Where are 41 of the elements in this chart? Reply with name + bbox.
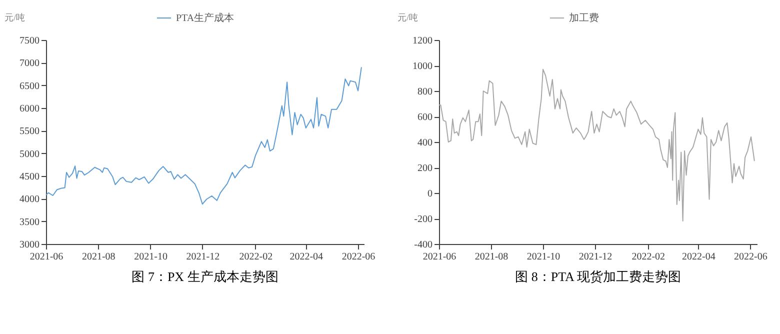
y-tick-label: 7500 bbox=[20, 36, 40, 46]
y-axis-title: 元/吨 bbox=[4, 12, 26, 22]
y-tick-label: 6500 bbox=[20, 80, 40, 92]
y-tick-label: 0 bbox=[428, 188, 432, 200]
y-tick-label: 5500 bbox=[20, 126, 40, 138]
x-tick-label: 2021-08 bbox=[82, 252, 116, 262]
line-series bbox=[438, 68, 755, 222]
x-tick-label: 2021-06 bbox=[422, 252, 456, 262]
line-series bbox=[46, 66, 362, 205]
legend-label: 加工费 bbox=[569, 12, 599, 24]
y-tick-label: 4000 bbox=[20, 194, 40, 206]
y-tick-label: 5000 bbox=[20, 148, 40, 160]
y-tick-label: 7000 bbox=[20, 58, 40, 70]
legend-label: PTA生产成本 bbox=[176, 12, 234, 24]
x-tick-label: 2022-02 bbox=[239, 252, 273, 262]
x-tick-label: 2021-10 bbox=[526, 252, 560, 262]
y-axis-title: 元/吨 bbox=[398, 12, 418, 22]
y-tick-label: 3000 bbox=[20, 240, 40, 250]
y-tick-label: 3500 bbox=[20, 216, 40, 228]
x-tick-label: 2022-04 bbox=[290, 252, 324, 262]
x-tick-label: 2021-12 bbox=[186, 252, 220, 262]
text: 图 8：PTA 现货加工费走势图 bbox=[515, 269, 681, 284]
y-tick-label: -200 bbox=[414, 214, 432, 225]
x-tick-label: 2021-06 bbox=[30, 252, 64, 262]
y-tick-label: 800 bbox=[418, 86, 432, 98]
y-tick-label: 400 bbox=[418, 138, 432, 148]
x-tick-label: 2021-12 bbox=[578, 252, 612, 262]
x-tick-label: 2022-04 bbox=[682, 252, 716, 262]
y-tick-label: 600 bbox=[418, 112, 432, 123]
text: 图 7：PX 生产成本走势图 bbox=[132, 269, 278, 284]
x-tick-label: 2022-06 bbox=[342, 252, 376, 262]
y-tick-label: 6000 bbox=[20, 104, 40, 114]
y-tick-label: -400 bbox=[414, 240, 432, 250]
y-tick-label: 1000 bbox=[412, 61, 432, 72]
y-tick-label: 1200 bbox=[412, 36, 432, 46]
x-tick-label: 2022-02 bbox=[632, 252, 666, 262]
x-tick-label: 2022-06 bbox=[734, 252, 768, 262]
y-tick-label: 4500 bbox=[20, 172, 40, 182]
x-tick-label: 2021-08 bbox=[474, 252, 508, 262]
x-tick-label: 2021-10 bbox=[134, 252, 168, 262]
y-tick-label: 200 bbox=[418, 163, 432, 174]
